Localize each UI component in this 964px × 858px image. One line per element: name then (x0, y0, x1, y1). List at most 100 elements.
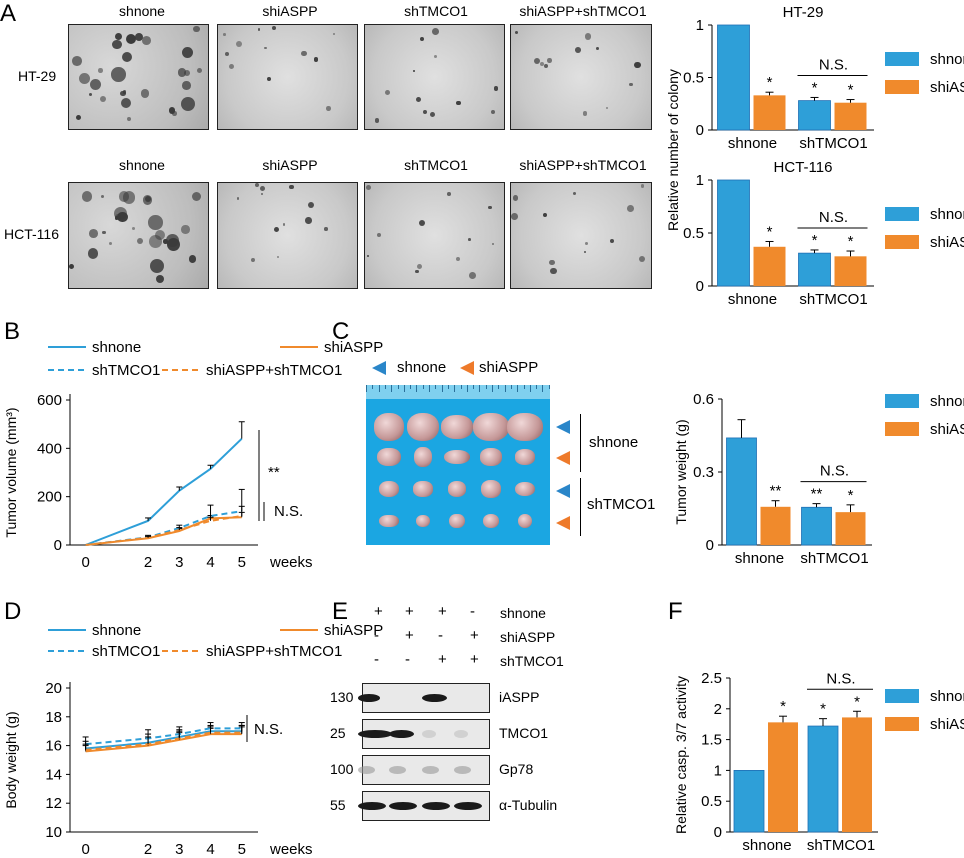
micrograph-ht29-combo (510, 24, 652, 130)
colony (490, 110, 495, 115)
x-tick-label: shTMCO1 (807, 837, 875, 854)
divider (580, 414, 581, 472)
colony (584, 241, 588, 245)
y-tick-label: 2 (714, 701, 722, 718)
colony (422, 109, 428, 115)
colony (627, 204, 634, 212)
condition-mark: + (374, 603, 383, 620)
condition-mark: + (438, 651, 447, 668)
y-axis-label: Body weight (g) (3, 711, 19, 808)
significance-mark: * (812, 232, 818, 249)
colony (446, 191, 451, 196)
colony (98, 68, 103, 73)
ruler-tick (422, 385, 424, 389)
x-tick-label: shTMCO1 (800, 550, 868, 567)
colony (374, 118, 379, 123)
colony (493, 85, 499, 91)
divider (580, 478, 581, 536)
ruler-tick (536, 385, 538, 389)
y-axis-label: Tumor volume (mm³) (3, 407, 19, 537)
col-head: shTMCO1 (404, 3, 468, 19)
tumor (506, 412, 544, 442)
ruler-tick (447, 385, 449, 389)
legend-label: shnone (92, 622, 141, 639)
legend-swatch (885, 207, 919, 221)
ruler-tick (416, 385, 418, 392)
colony (109, 242, 113, 246)
x-tick-label: 4 (206, 554, 214, 571)
colony (99, 96, 106, 103)
chart-title: HT-29 (783, 4, 824, 21)
colony (543, 212, 548, 217)
y-tick-label: 10 (45, 824, 62, 841)
colony (264, 47, 267, 50)
tumor (379, 514, 399, 528)
colony (197, 67, 203, 73)
colony (628, 82, 633, 87)
y-tick-label: 0 (696, 122, 704, 139)
colony (332, 32, 335, 36)
colony (154, 230, 165, 241)
protein-label: iASPP (499, 689, 540, 705)
colony (132, 227, 136, 231)
x-axis-label: weeks (269, 554, 313, 571)
condition-mark: - (405, 651, 410, 668)
significance-mark: * (854, 693, 860, 710)
ruler-tick (460, 385, 462, 389)
colony (267, 76, 272, 82)
legend-label: shiASPP (930, 421, 964, 438)
colony (182, 47, 193, 58)
colony (141, 36, 151, 45)
colony (468, 272, 476, 280)
x-tick-label: 0 (81, 554, 89, 571)
tumor (406, 412, 440, 442)
colony (638, 255, 646, 263)
colony (89, 229, 98, 238)
colony (168, 107, 175, 114)
colony (229, 63, 235, 69)
colony (118, 191, 130, 202)
legend-label: shnone (930, 393, 964, 410)
ruler-tick (485, 385, 487, 389)
ruler-tick (372, 385, 374, 389)
colony (415, 97, 422, 103)
y-tick-label: 0.5 (683, 225, 704, 242)
tumor (373, 413, 404, 441)
mw-label: 55 (330, 797, 346, 813)
blot-band (358, 766, 375, 774)
legend-label: shiASPP (930, 79, 964, 96)
panel-label-b: B (4, 318, 21, 345)
bar (798, 252, 831, 287)
blot-band (422, 766, 439, 774)
colony (114, 216, 119, 220)
significance-mark: * (820, 701, 826, 718)
legend-label: shnone (397, 359, 447, 376)
group-label: shTMCO1 (587, 496, 656, 513)
legend-label: shiASPP (324, 622, 383, 639)
condition-mark: - (470, 603, 475, 620)
legend-swatch (885, 689, 919, 703)
tumor (414, 447, 432, 467)
colony (111, 39, 122, 50)
y-tick-label: 16 (45, 738, 62, 755)
bar (834, 102, 867, 130)
significance-mark: * (780, 698, 786, 715)
legend-label: shiASPP+shTMCO1 (206, 362, 342, 379)
legend-swatch (885, 717, 919, 731)
ruler-tick (384, 385, 386, 389)
ns-label: N.S. (819, 209, 848, 226)
colony (540, 62, 545, 67)
protein-label: TMCO1 (499, 725, 548, 741)
micrograph-hct116-shtmco1 (364, 182, 505, 289)
x-tick-label: shnone (742, 837, 791, 854)
legend-swatch (885, 52, 919, 66)
colony (142, 194, 153, 205)
tumor-photo (366, 385, 550, 545)
colony (305, 217, 312, 224)
x-tick-label: 4 (206, 841, 214, 858)
x-tick-label: 3 (175, 841, 183, 858)
micrograph-hct116-combo (510, 182, 652, 289)
condition-label: shnone (500, 605, 546, 621)
colony (140, 89, 149, 98)
panel-label-f: F (668, 598, 683, 625)
